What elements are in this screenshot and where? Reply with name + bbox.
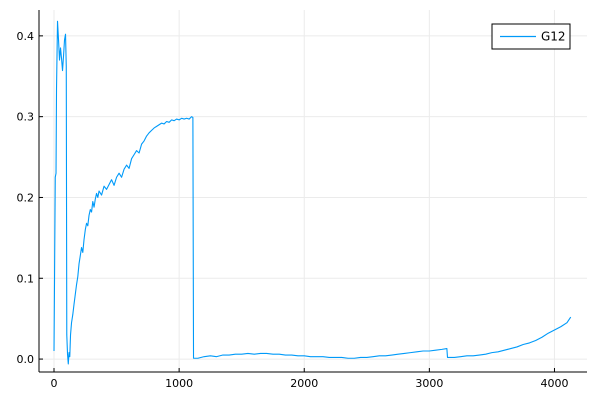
series-lines: [53, 20, 572, 365]
legend-label-G12: G12: [541, 30, 566, 44]
axes: [38, 10, 587, 373]
grid-lines: [39, 10, 587, 372]
x-tick-label-4000: 4000: [540, 377, 568, 390]
y-tick-label-0.3: 0.3: [17, 111, 35, 124]
y-tick-label-0.2: 0.2: [17, 191, 35, 204]
x-tick-label-3000: 3000: [415, 377, 443, 390]
series-line-G12: [53, 20, 572, 365]
tick-labels: 0 1000 2000 3000 4000 0.0 0.1 0.2 0.3 0.4: [17, 30, 569, 390]
y-tick-label-0.1: 0.1: [17, 272, 35, 285]
legend: G12: [491, 23, 571, 50]
x-tick-label-1000: 1000: [165, 377, 193, 390]
x-tick-label-0: 0: [51, 377, 58, 390]
y-tick-label-0.0: 0.0: [17, 353, 35, 366]
y-tick-label-0.4: 0.4: [17, 30, 35, 43]
x-tick-label-2000: 2000: [290, 377, 318, 390]
